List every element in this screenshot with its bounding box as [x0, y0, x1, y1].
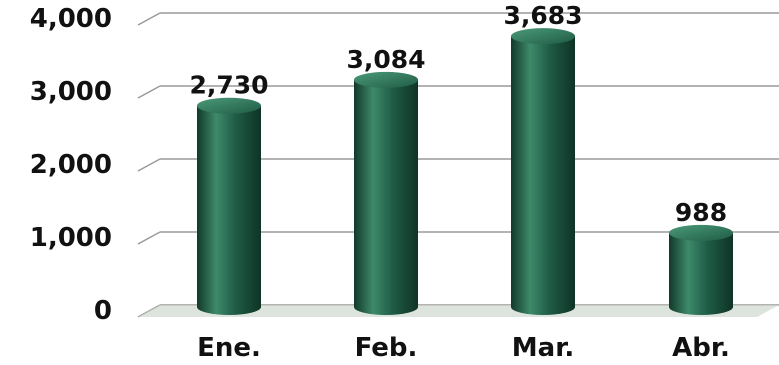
- y-tick-label-1: 1,000: [30, 223, 112, 253]
- bar-feb: [354, 71, 418, 315]
- bar-top: [354, 71, 418, 88]
- x-label-feb: Feb.: [355, 333, 418, 363]
- x-label-abr: Abr.: [672, 333, 730, 363]
- gridlines: [137, 12, 779, 318]
- bar-top: [197, 97, 261, 114]
- data-label-feb: 3,084: [346, 45, 425, 74]
- x-axis-category-labels: Ene. Feb. Mar. Abr.: [197, 333, 730, 363]
- y-tick-label-4: 4,000: [30, 4, 112, 34]
- bar-top: [669, 224, 733, 241]
- bar-mar: [511, 28, 575, 316]
- gridline-tail-4: [137, 12, 161, 26]
- data-label-mar: 3,683: [503, 1, 582, 30]
- gridline-tail-3: [137, 85, 161, 99]
- data-label-ene: 2,730: [189, 71, 268, 100]
- gridline-tail-1: [137, 231, 161, 245]
- bar-body: [354, 79, 418, 315]
- bar-body: [197, 105, 261, 316]
- bar-abr: [669, 224, 733, 315]
- chart-floor: [138, 305, 779, 317]
- bar-ene: [197, 97, 261, 316]
- y-axis-tick-labels: 0 1,000 2,000 3,000 4,000: [30, 4, 112, 326]
- x-label-mar: Mar.: [512, 333, 574, 363]
- bars: [197, 28, 733, 316]
- y-tick-label-2: 2,000: [30, 150, 112, 180]
- gridline-tail-2: [137, 158, 161, 172]
- bar-body: [511, 36, 575, 316]
- y-tick-label-0: 0: [94, 296, 112, 326]
- x-label-ene: Ene.: [197, 333, 261, 363]
- data-labels: 2,730 3,084 3,683 988: [189, 1, 727, 227]
- bar-top: [511, 28, 575, 45]
- bar-body: [669, 232, 733, 315]
- y-tick-label-3: 3,000: [30, 77, 112, 107]
- data-label-abr: 988: [675, 198, 727, 227]
